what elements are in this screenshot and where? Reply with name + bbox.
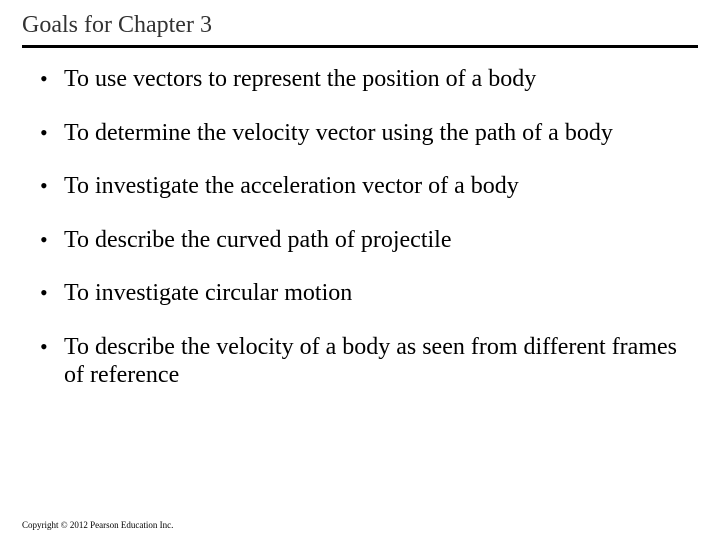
- list-item: To describe the velocity of a body as se…: [40, 334, 698, 389]
- copyright-text: Copyright © 2012 Pearson Education Inc.: [22, 520, 173, 530]
- list-item: To investigate circular motion: [40, 280, 698, 308]
- list-item: To determine the velocity vector using t…: [40, 120, 698, 148]
- list-item: To use vectors to represent the position…: [40, 66, 698, 94]
- goals-list: To use vectors to represent the position…: [22, 66, 698, 389]
- list-item: To describe the curved path of projectil…: [40, 227, 698, 255]
- slide-container: Goals for Chapter 3 To use vectors to re…: [0, 0, 720, 540]
- list-item: To investigate the acceleration vector o…: [40, 173, 698, 201]
- slide-title: Goals for Chapter 3: [22, 12, 698, 48]
